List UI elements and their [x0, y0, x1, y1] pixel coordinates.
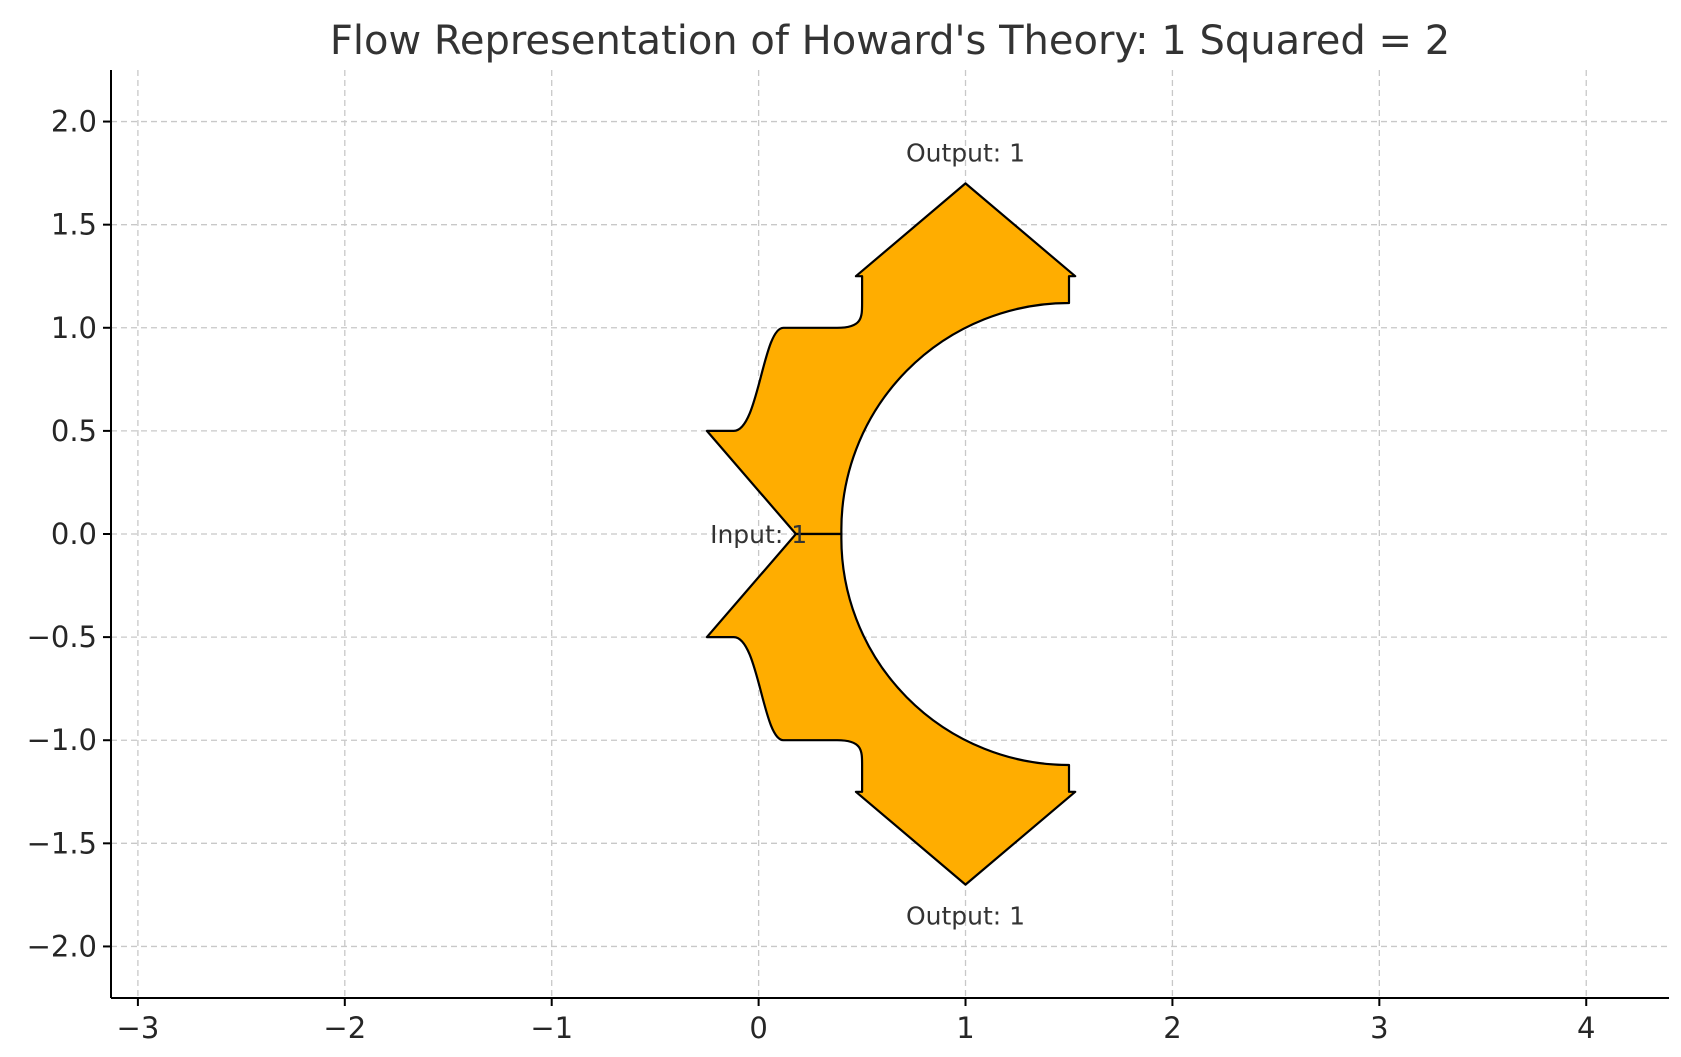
flow-lower — [705, 532, 1077, 886]
y-tick-label: 1.0 — [51, 311, 97, 345]
y-tick-label: −2.0 — [27, 929, 97, 963]
x-tick-label: 2 — [1163, 1011, 1181, 1045]
axes — [103, 70, 1669, 1006]
flow-upper — [705, 182, 1077, 536]
y-tick-label: −1.0 — [27, 723, 97, 757]
y-tick-label: −1.5 — [27, 826, 97, 860]
annotation-label: Output: 1 — [906, 138, 1025, 167]
chart-title: Flow Representation of Howard's Theory: … — [330, 18, 1450, 64]
y-tick-label: 1.5 — [51, 208, 97, 242]
sankey-flows — [705, 182, 1077, 886]
grid — [111, 70, 1669, 998]
x-tick-label: −1 — [530, 1011, 573, 1045]
y-tick-label: −0.5 — [27, 620, 97, 654]
tick-labels: −3 −2 −1 0 1 2 3 4 2.0 1.5 1.0 0.5 0.0 −0.5 −1.0 −1.5 −2… — [27, 105, 1596, 1045]
y-tick-label: 0.0 — [51, 517, 97, 551]
x-tick-label: 4 — [1577, 1011, 1595, 1045]
x-tick-label: 1 — [956, 1011, 974, 1045]
x-tick-label: −2 — [323, 1011, 366, 1045]
x-tick-label: 0 — [749, 1011, 767, 1045]
annotations: Input: 1 Output: 1 Output: 1 — [710, 138, 1025, 930]
y-tick-label: 2.0 — [51, 105, 97, 139]
x-tick-label: −3 — [117, 1011, 160, 1045]
annotation-label: Input: 1 — [710, 520, 807, 549]
x-tick-label: 3 — [1370, 1011, 1388, 1045]
annotation-label: Output: 1 — [906, 902, 1025, 931]
y-tick-label: 0.5 — [51, 414, 97, 448]
